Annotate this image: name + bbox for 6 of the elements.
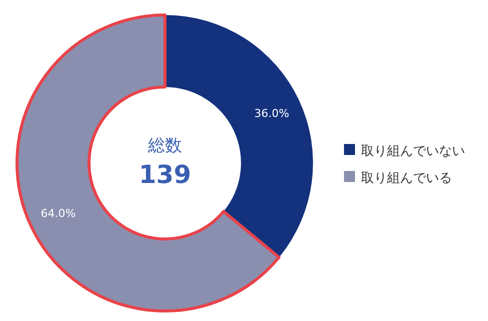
data-label: 36.0% [254,106,290,120]
text: 総数 [147,136,182,156]
data-label: 64.0% [40,207,76,220]
text: 139 [138,160,192,189]
legend-label: 取り組んでいる [361,171,452,186]
legend-label: 取り組んでいない [361,144,465,159]
